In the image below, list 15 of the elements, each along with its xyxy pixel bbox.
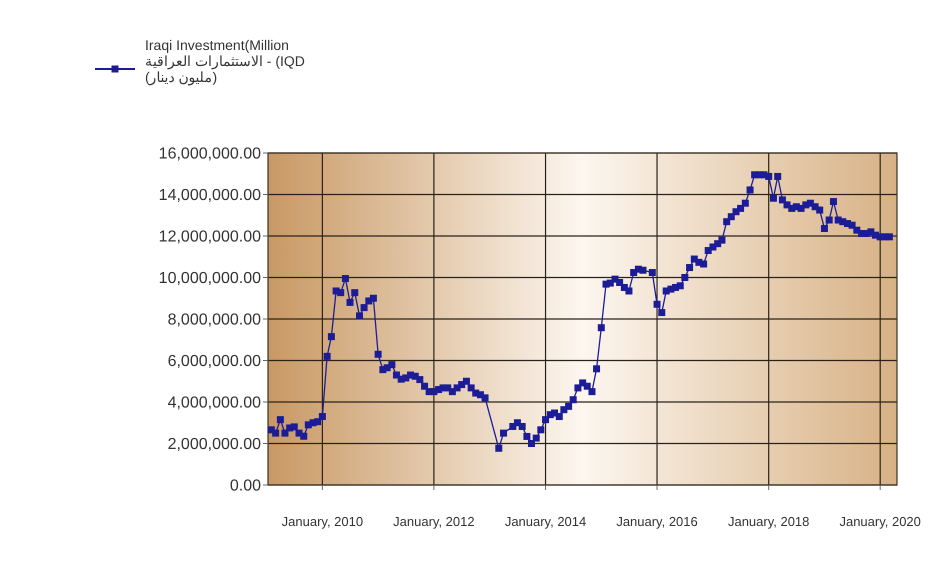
x-tick-label: January, 2018: [728, 514, 810, 529]
x-tick-label: January, 2020: [839, 514, 921, 529]
y-tick-label: 6,000,000.00: [168, 353, 262, 370]
y-tick-label: 14,000,000.00: [158, 187, 262, 204]
y-tick-label: 10,000,000.00: [158, 270, 262, 288]
x-tick-label: January, 2014: [504, 514, 586, 529]
x-tick-label: January, 2010: [282, 514, 364, 529]
y-tick-label: 16,000,000.00: [158, 146, 262, 163]
y-tick-label: 12,000,000.00: [158, 228, 262, 246]
y-tick-label: 2,000,000.00: [168, 436, 262, 454]
y-tick-label: 8,000,000.00: [168, 312, 262, 329]
y-tick-label: 0.00: [230, 478, 262, 495]
x-tick-label: January, 2016: [616, 514, 698, 529]
x-tick-label: January, 2012: [393, 514, 475, 529]
y-tick-label: 4,000,000.00: [168, 394, 262, 412]
